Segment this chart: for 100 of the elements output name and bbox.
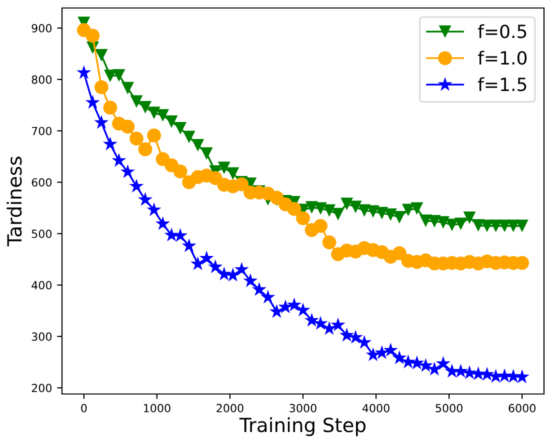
point [112, 153, 126, 167]
point [446, 218, 458, 232]
point [410, 202, 424, 215]
point [269, 304, 284, 318]
point [490, 220, 502, 232]
point [182, 238, 196, 252]
point [182, 130, 196, 144]
point [234, 177, 249, 192]
point [208, 259, 223, 274]
point [95, 49, 108, 62]
point [393, 210, 406, 224]
point [313, 316, 328, 330]
point [392, 246, 406, 260]
point [340, 198, 354, 210]
x-tick-label: 0 [81, 404, 87, 412]
x-tick-label: 4000 [362, 404, 390, 412]
point [130, 95, 143, 108]
x-tick-label: 2000 [216, 404, 244, 412]
point [507, 220, 520, 232]
point [174, 122, 187, 135]
y-tick-label: 600 [32, 178, 52, 187]
point [130, 132, 144, 146]
point [472, 219, 485, 232]
legend-label: f=1.0 [478, 50, 527, 65]
point [139, 100, 152, 114]
point [296, 211, 310, 226]
point [384, 208, 397, 221]
point [454, 218, 467, 230]
point [216, 266, 232, 280]
point [349, 200, 362, 214]
y-tick-label: 800 [32, 75, 52, 84]
point [120, 164, 135, 178]
point [304, 312, 320, 327]
point [120, 120, 135, 134]
y-axis-title: Tardiness [6, 156, 22, 246]
point [190, 256, 206, 270]
point [314, 218, 328, 233]
point [85, 94, 100, 109]
point [516, 220, 528, 232]
point [286, 297, 302, 312]
point [147, 128, 161, 142]
point [392, 350, 407, 364]
x-axis-title: Training Step [239, 417, 366, 436]
point [121, 82, 134, 94]
point [138, 142, 152, 156]
x-tick-label: 1000 [144, 404, 170, 412]
point [103, 100, 118, 115]
point [358, 204, 371, 217]
point [296, 302, 310, 316]
y-tick-label: 900 [32, 24, 52, 32]
legend-label: f=0.5 [478, 24, 526, 38]
point [102, 136, 118, 150]
point [400, 354, 416, 368]
point [138, 192, 153, 206]
point [199, 250, 214, 264]
point [156, 109, 170, 122]
point [252, 282, 266, 296]
point [165, 115, 178, 128]
point [129, 178, 144, 193]
point [76, 65, 92, 79]
point [94, 114, 109, 129]
point [260, 290, 276, 304]
point [427, 362, 442, 376]
point [402, 204, 414, 216]
point [497, 368, 512, 382]
point [287, 202, 302, 216]
y-tick-label: 500 [32, 230, 52, 238]
point [383, 342, 398, 356]
point [218, 162, 230, 174]
point [234, 262, 249, 276]
y-tick-label: 300 [32, 332, 52, 341]
point [330, 317, 346, 332]
x-tick-label: 5000 [436, 404, 462, 412]
point [357, 334, 372, 349]
point [173, 164, 188, 178]
x-tick-label: 6000 [508, 404, 536, 412]
point [436, 356, 450, 370]
point [146, 202, 162, 216]
point [340, 328, 354, 342]
point [306, 201, 318, 214]
point [156, 216, 170, 230]
point [164, 228, 179, 242]
point [226, 167, 240, 180]
x-tick-label: 3000 [290, 404, 316, 412]
point [112, 69, 126, 82]
point [200, 147, 213, 160]
y-tick-label: 700 [32, 126, 52, 136]
point [86, 28, 100, 43]
legend-label: f=1.5 [478, 77, 526, 92]
point [148, 106, 160, 120]
point [419, 214, 432, 228]
point [323, 204, 336, 217]
point [322, 235, 336, 250]
y-tick-label: 200 [32, 384, 52, 392]
point [314, 202, 327, 215]
point [322, 321, 337, 335]
y-tick-label: 400 [32, 281, 52, 290]
point [192, 138, 204, 152]
point [243, 273, 258, 288]
point [332, 208, 344, 220]
